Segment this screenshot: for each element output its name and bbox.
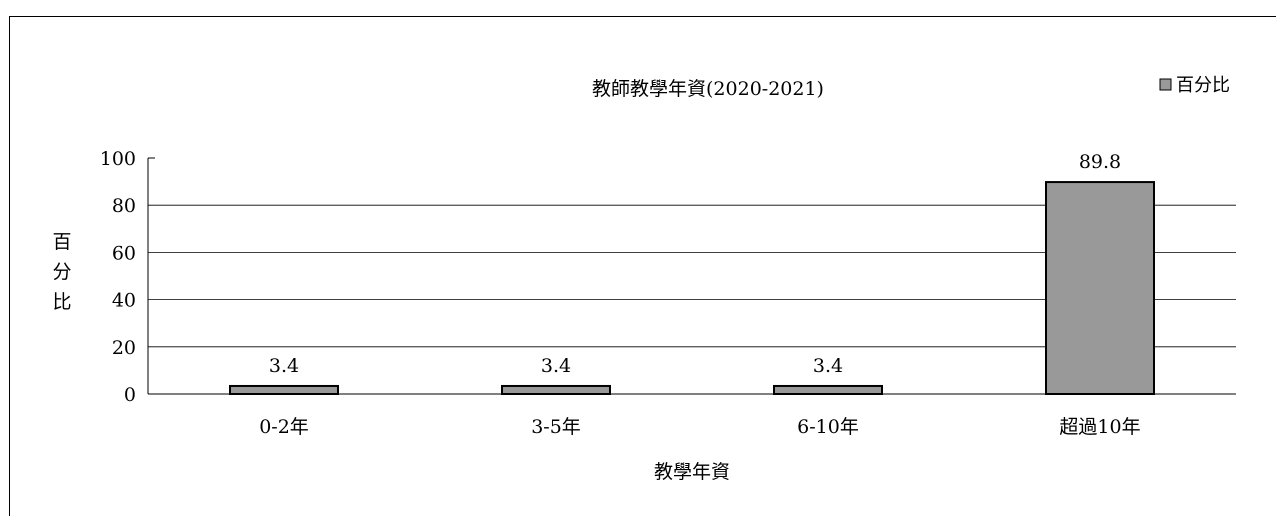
chart-title: 教師教學年資(2020-2021) bbox=[592, 78, 824, 100]
bar bbox=[501, 384, 611, 396]
bar bbox=[229, 384, 339, 396]
data-label: 3.4 bbox=[541, 355, 571, 377]
y-tick-label: 0 bbox=[124, 384, 136, 406]
bar bbox=[1045, 181, 1155, 395]
y-tick-label: 60 bbox=[112, 242, 136, 264]
y-axis-title: 百分比 bbox=[52, 231, 71, 313]
legend-swatch bbox=[1159, 78, 1172, 91]
legend: 百分比 bbox=[1159, 75, 1230, 96]
y-tick-label: 100 bbox=[100, 148, 136, 170]
data-label: 89.8 bbox=[1079, 151, 1121, 173]
x-tick-label: 超過10年 bbox=[1059, 416, 1140, 438]
x-axis-title: 教學年資 bbox=[654, 461, 730, 483]
x-tick-label: 3-5年 bbox=[531, 416, 581, 438]
legend-label: 百分比 bbox=[1176, 75, 1230, 96]
bar bbox=[773, 384, 883, 396]
data-label: 3.4 bbox=[813, 355, 843, 377]
y-axis-title-text: 百分比 bbox=[52, 231, 71, 313]
y-tick-label: 40 bbox=[112, 290, 136, 312]
y-tick-label: 80 bbox=[112, 195, 136, 217]
y-tick-label: 20 bbox=[112, 337, 136, 359]
y-tick-labels: 0 20 40 60 80 100 bbox=[100, 148, 136, 406]
bars bbox=[229, 181, 1155, 396]
chart-frame bbox=[9, 16, 1276, 516]
data-labels: 3.4 3.4 3.4 89.8 bbox=[269, 151, 1121, 377]
x-tick-labels: 0-2年 3-5年 6-10年 超過10年 bbox=[259, 416, 1140, 438]
x-tick-label: 0-2年 bbox=[259, 416, 309, 438]
x-tick-label: 6-10年 bbox=[797, 416, 859, 438]
data-label: 3.4 bbox=[269, 355, 299, 377]
